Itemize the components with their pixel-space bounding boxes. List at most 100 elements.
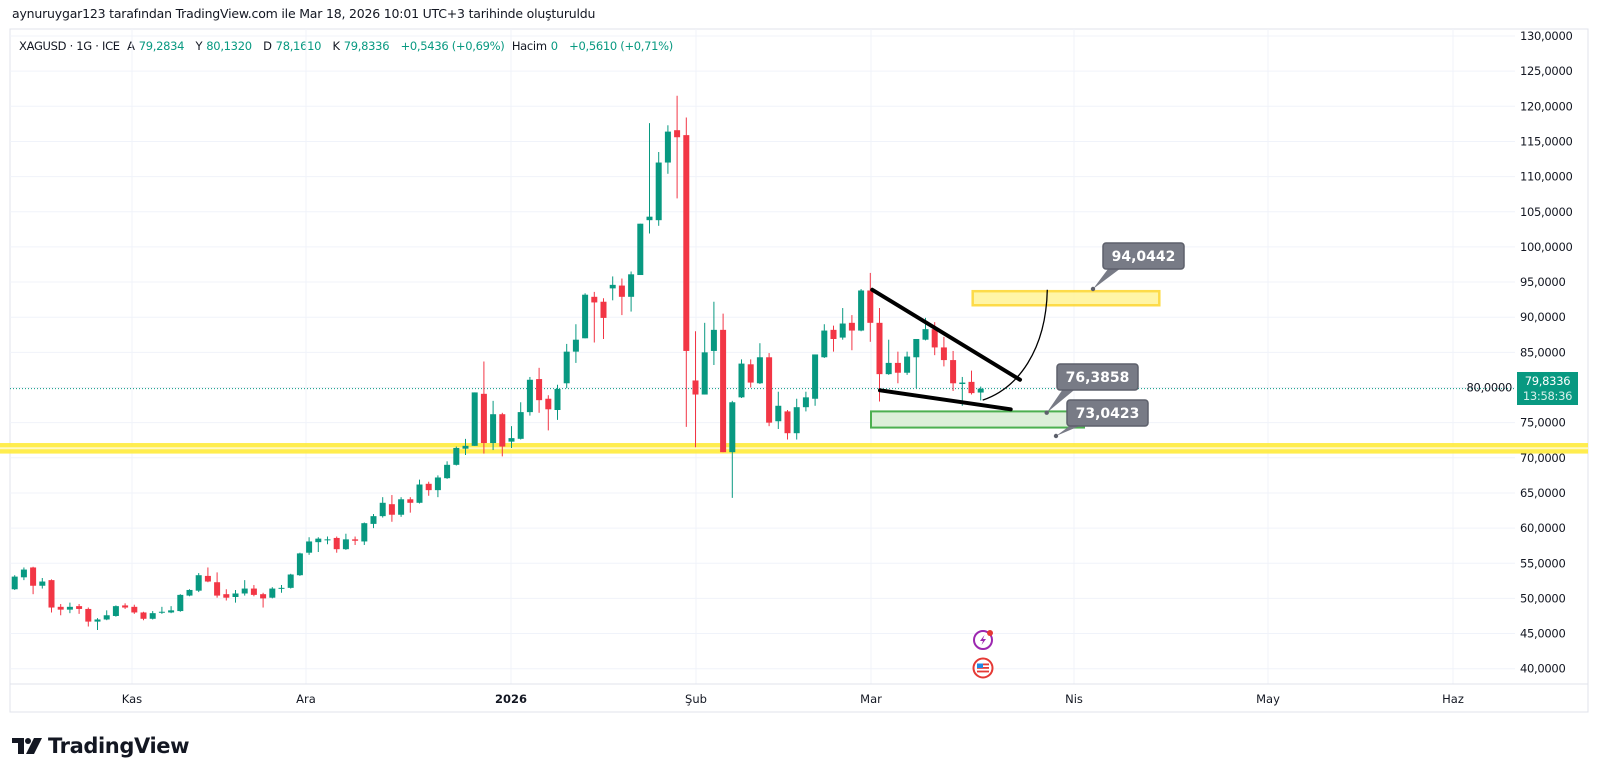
candle-body	[94, 619, 101, 622]
candle-body	[342, 539, 349, 550]
candle-down	[352, 536, 359, 545]
candle-body	[112, 606, 119, 616]
candle-body	[692, 380, 699, 395]
candle-body	[885, 362, 892, 375]
candle-body	[674, 130, 681, 138]
callout-pointer	[1093, 265, 1125, 289]
candle-up	[793, 398, 800, 440]
callout-anchor-dot	[1044, 410, 1049, 415]
tradingview-logo[interactable]: TradingView	[12, 734, 189, 758]
upper-trendline[interactable]	[870, 287, 1022, 382]
lightning-event-icon[interactable]	[973, 630, 993, 650]
candle-body	[333, 537, 340, 550]
candle-body	[747, 364, 754, 383]
candle-body	[425, 483, 432, 491]
price-callout[interactable]: 76,3858	[1044, 363, 1139, 415]
candle-body	[149, 613, 156, 619]
candle-down	[388, 495, 395, 522]
low-label: D	[263, 39, 272, 53]
candle-up	[885, 339, 892, 375]
candle-body	[655, 162, 662, 221]
candle-up	[315, 537, 322, 553]
candle-body	[434, 477, 441, 491]
price-tick-label: 75,0000	[1520, 416, 1565, 430]
candle-body	[352, 539, 359, 541]
drawings-back	[0, 289, 1588, 454]
candle-body	[784, 411, 791, 434]
candle-up	[839, 308, 846, 340]
candle-up	[508, 426, 515, 448]
candle-body	[416, 484, 423, 503]
candle-up	[637, 223, 644, 276]
time-tick-label: Ara	[296, 692, 316, 706]
candle-body	[66, 606, 73, 610]
candle-up	[296, 552, 303, 576]
events-markers[interactable]	[972, 630, 994, 679]
candle-body	[839, 323, 846, 338]
candle-body	[904, 356, 911, 373]
candle-body	[508, 438, 515, 442]
callout-price-text: 76,3858	[1066, 370, 1130, 386]
target-zone-box[interactable]	[971, 289, 1161, 307]
lower-trendline[interactable]	[878, 388, 1013, 412]
close-value: 79,8336	[343, 39, 390, 53]
candle-body	[940, 347, 947, 361]
symbol-title[interactable]: XAGUSD · 1G · ICE	[19, 39, 120, 53]
price-tick-label: 70,0000	[1520, 451, 1565, 465]
candle-body	[370, 516, 377, 524]
candle-body	[720, 329, 727, 453]
candle-body	[582, 294, 589, 339]
candle-body	[324, 539, 331, 541]
candle-up	[241, 580, 248, 596]
candle-body	[600, 301, 607, 318]
candle-body	[39, 581, 46, 586]
drawings-front[interactable]: 94,0442 76,3858 73,0423	[870, 242, 1185, 439]
candle-body	[766, 357, 773, 423]
candle-body	[545, 398, 552, 410]
candle-down	[85, 607, 92, 627]
price-tick-label: 85,0000	[1520, 345, 1565, 359]
projection-curve[interactable]	[982, 289, 1048, 401]
candle-up	[20, 567, 27, 581]
candle-down	[536, 367, 543, 413]
time-tick-label: May	[1256, 692, 1280, 706]
price-callout[interactable]: 73,0423	[1053, 399, 1149, 439]
candle-body	[122, 605, 129, 608]
time-axis[interactable]: Kas Ara 2026 Şub Mar Nis May Haz	[122, 692, 1464, 706]
price-axis[interactable]: 130,0000 125,0000 120,0000 115,0000 110,0000…	[1467, 29, 1573, 676]
support-zone-box[interactable]	[870, 410, 1085, 429]
candle-up	[342, 533, 349, 550]
candle-body	[453, 447, 460, 465]
last-price-value: 79,8336	[1524, 374, 1571, 388]
candle-body	[922, 329, 929, 340]
candle-body	[287, 574, 294, 588]
candle-up	[471, 392, 478, 446]
candle-body	[57, 606, 64, 610]
candle-down	[591, 291, 598, 343]
candle-body	[250, 588, 257, 595]
us-flag-event-icon[interactable]	[972, 657, 994, 679]
candle-down	[867, 272, 874, 342]
price-tick-label: 100,0000	[1520, 240, 1572, 254]
price-tick-label: 120,0000	[1520, 99, 1572, 113]
candle-down	[480, 361, 487, 454]
candle-up	[112, 605, 119, 617]
price-callout[interactable]: 94,0442	[1090, 242, 1185, 292]
candle-up	[655, 151, 662, 226]
candle-body	[278, 587, 285, 589]
candle-body	[398, 499, 405, 515]
candle-up	[103, 610, 110, 621]
candle-body	[812, 354, 819, 399]
candle-up	[416, 479, 423, 504]
price-tick-label: 95,0000	[1520, 275, 1565, 289]
candle-down	[122, 603, 129, 609]
candle-body	[775, 405, 782, 422]
candle-body	[103, 615, 110, 620]
candle-body	[462, 445, 469, 449]
candle-down	[950, 350, 957, 392]
candle-up	[710, 301, 717, 366]
candle-down	[618, 278, 625, 316]
candle-body	[867, 290, 874, 323]
candle-up	[729, 400, 736, 498]
